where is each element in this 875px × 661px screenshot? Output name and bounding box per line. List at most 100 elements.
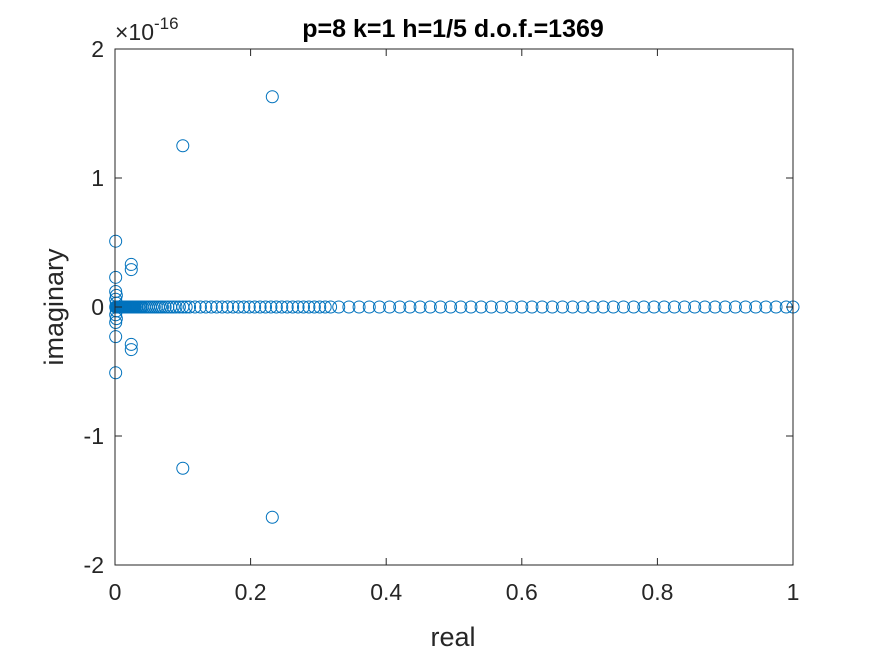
y-exponent-power: -16 <box>154 14 179 33</box>
data-point <box>708 300 722 314</box>
data-point <box>124 337 138 351</box>
y-exponent-label: ×10-16 <box>115 14 179 45</box>
y-tick-label: -2 <box>84 552 104 578</box>
x-tick-label: 0.4 <box>370 579 402 605</box>
data-point <box>188 300 202 314</box>
data-point <box>362 300 376 314</box>
chart-title: p=8 k=1 h=1/5 d.o.f.=1369 <box>302 15 604 43</box>
data-point <box>667 300 681 314</box>
data-point <box>179 300 193 314</box>
data-point <box>403 300 417 314</box>
data-point <box>728 300 742 314</box>
y-tick-label: 0 <box>91 294 104 320</box>
x-tick-label: 0.6 <box>506 579 538 605</box>
data-point <box>302 300 316 314</box>
data-point <box>158 300 172 314</box>
data-point <box>291 300 305 314</box>
data-point <box>342 300 356 314</box>
data-point <box>352 300 366 314</box>
data-point <box>566 300 580 314</box>
y-tick-labels: -2 -1 0 1 2 <box>84 36 104 578</box>
y-tick-label: 2 <box>91 36 104 62</box>
data-point <box>759 300 773 314</box>
data-point <box>215 300 229 314</box>
data-point <box>166 300 180 314</box>
x-tick-labels: 0 0.2 0.4 0.6 0.8 1 <box>109 579 800 605</box>
data-point <box>393 300 407 314</box>
y-tick-label: -1 <box>84 423 104 449</box>
data-point <box>678 300 692 314</box>
data-point <box>606 300 620 314</box>
data-point <box>286 300 300 314</box>
data-point <box>433 300 447 314</box>
data-point <box>172 300 186 314</box>
data-point <box>210 300 224 314</box>
data-point <box>637 300 651 314</box>
data-point <box>242 300 256 314</box>
data-point <box>474 300 488 314</box>
data-point <box>124 257 138 271</box>
x-tick-label: 0 <box>109 579 122 605</box>
data-point <box>259 300 273 314</box>
data-point <box>464 300 478 314</box>
data-point <box>109 270 123 284</box>
data-point <box>423 300 437 314</box>
data-point <box>265 90 279 104</box>
data-point <box>688 300 702 314</box>
data-point <box>515 300 529 314</box>
data-point <box>525 300 539 314</box>
data-point <box>176 139 190 153</box>
data-point <box>586 300 600 314</box>
data-point <box>280 300 294 314</box>
y-exponent-prefix: ×10 <box>115 19 154 45</box>
data-point <box>545 300 559 314</box>
data-point <box>698 300 712 314</box>
data-point <box>324 300 338 314</box>
data-point <box>307 300 321 314</box>
data-point <box>124 263 138 277</box>
data-point <box>204 300 218 314</box>
data-point <box>576 300 590 314</box>
data-point <box>657 300 671 314</box>
data-markers <box>109 90 800 524</box>
data-point <box>124 343 138 357</box>
data-point <box>494 300 508 314</box>
plot-area-border <box>114 48 794 566</box>
x-tick-label: 0.8 <box>641 579 673 605</box>
data-point <box>183 300 197 314</box>
data-point <box>109 366 123 380</box>
data-point <box>264 300 278 314</box>
y-tick-label: 1 <box>91 165 104 191</box>
data-point <box>596 300 610 314</box>
data-point <box>109 330 123 344</box>
data-point <box>231 300 245 314</box>
data-point <box>318 300 332 314</box>
data-point <box>296 300 310 314</box>
data-point <box>484 300 498 314</box>
data-point <box>248 300 262 314</box>
data-point <box>176 461 190 475</box>
data-point <box>769 300 783 314</box>
data-point <box>454 300 468 314</box>
x-tick-label: 1 <box>787 579 800 605</box>
x-axis-title: real <box>430 622 475 652</box>
plot-area-background <box>115 49 793 565</box>
data-point <box>155 300 169 314</box>
data-point <box>413 300 427 314</box>
data-point <box>169 300 183 314</box>
data-point <box>269 300 283 314</box>
data-point <box>275 300 289 314</box>
x-tick-label: 0.2 <box>235 579 267 605</box>
data-point <box>647 300 661 314</box>
data-point <box>718 300 732 314</box>
data-point <box>444 300 458 314</box>
data-point <box>383 300 397 314</box>
data-point <box>627 300 641 314</box>
data-point <box>749 300 763 314</box>
data-point <box>193 300 207 314</box>
data-point <box>265 510 279 524</box>
data-point <box>199 300 213 314</box>
data-point <box>109 234 123 248</box>
